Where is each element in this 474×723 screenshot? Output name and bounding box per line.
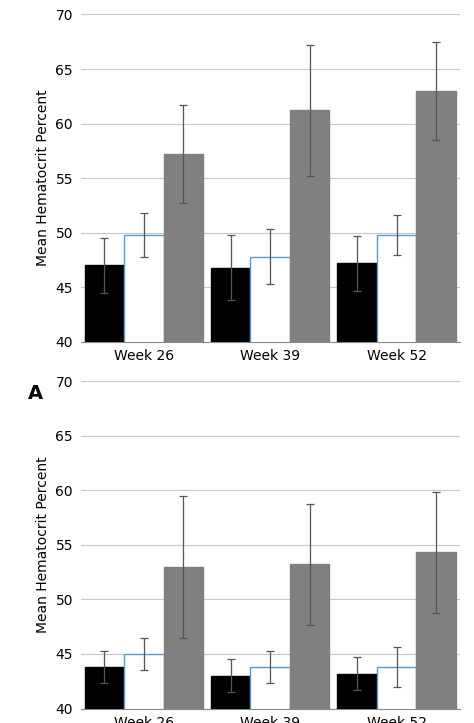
Bar	[211, 676, 250, 723]
Bar	[290, 111, 329, 723]
Bar	[290, 565, 329, 723]
Y-axis label: Mean Hematocrit Percent: Mean Hematocrit Percent	[36, 90, 50, 267]
Bar	[250, 257, 290, 723]
Y-axis label: Mean Hematocrit Percent: Mean Hematocrit Percent	[36, 456, 50, 633]
Bar	[377, 235, 416, 723]
Legend: 0 mg/kg/day, 0.8 mg/kg/day, 4 mg/kg/day: 0 mg/kg/day, 0.8 mg/kg/day, 4 mg/kg/day	[105, 390, 404, 403]
Text: A: A	[27, 385, 43, 403]
Bar	[377, 667, 416, 723]
Bar	[250, 667, 290, 723]
Bar	[84, 667, 124, 723]
Bar	[84, 265, 124, 723]
Bar	[124, 654, 164, 723]
Bar	[164, 154, 203, 723]
Bar	[416, 91, 456, 723]
Bar	[211, 268, 250, 723]
Bar	[124, 235, 164, 723]
Bar	[337, 263, 377, 723]
Bar	[164, 567, 203, 723]
Bar	[416, 552, 456, 723]
Bar	[337, 674, 377, 723]
